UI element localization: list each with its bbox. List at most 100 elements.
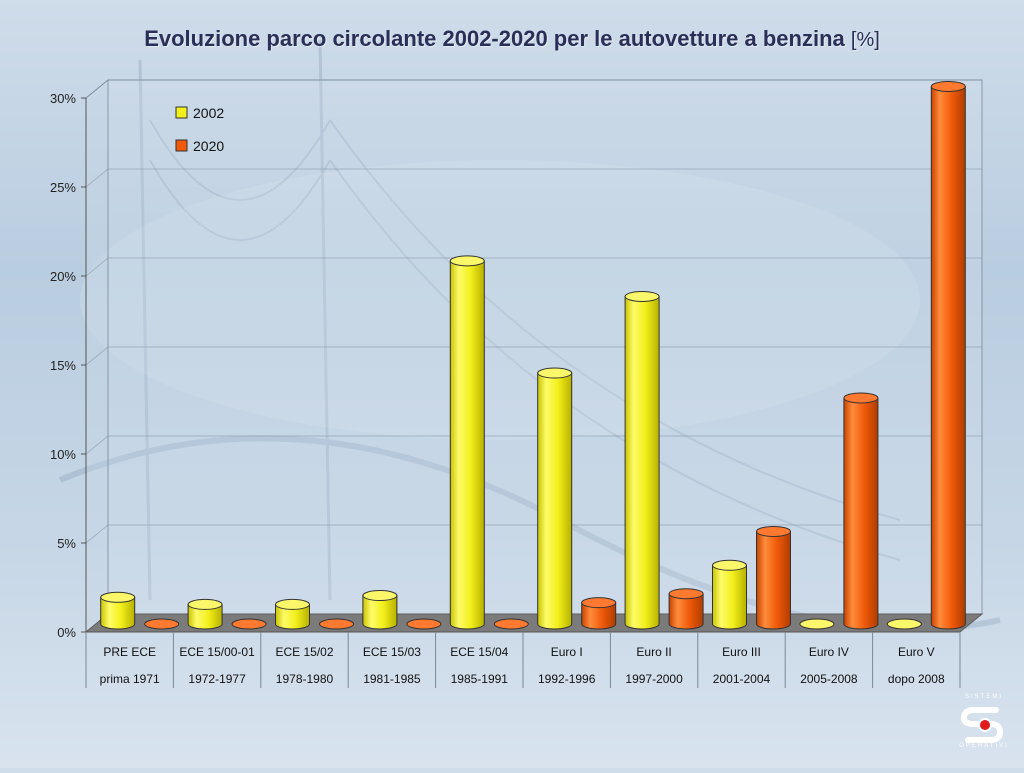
bar-top bbox=[581, 597, 617, 609]
bar-2002-5 bbox=[537, 367, 573, 630]
bar-2020-2 bbox=[319, 618, 354, 630]
x-category-label: ECE 15/04 bbox=[450, 645, 508, 659]
y-tick-label: 20% bbox=[50, 269, 76, 284]
bar-top bbox=[231, 618, 267, 630]
bar-2020-5 bbox=[581, 597, 617, 630]
bar-top bbox=[100, 591, 136, 603]
sistemi-operativi-logo: SISTEMI OPERATIVI bbox=[956, 694, 1012, 752]
bar-top bbox=[362, 590, 398, 602]
x-category-label: Euro I bbox=[551, 645, 583, 659]
grid-line-side bbox=[85, 524, 109, 544]
legend-label: 2002 bbox=[193, 105, 224, 121]
bar-body bbox=[537, 372, 573, 630]
x-category-label: PRE ECE bbox=[103, 645, 156, 659]
bar-2002-2 bbox=[275, 598, 310, 630]
bar-top bbox=[406, 618, 442, 630]
bar-2020-0 bbox=[144, 618, 180, 630]
x-category-label: ECE 15/02 bbox=[275, 645, 333, 659]
bar-body bbox=[624, 295, 660, 630]
bar-top bbox=[624, 290, 660, 302]
bar-2020-6 bbox=[668, 588, 704, 630]
bar-top bbox=[493, 618, 529, 630]
bar-body bbox=[449, 260, 485, 630]
x-category-label: Euro IV bbox=[809, 645, 849, 659]
bar-body bbox=[668, 593, 704, 630]
bar-2002-1 bbox=[187, 598, 223, 630]
bar-top bbox=[144, 618, 180, 630]
bar-top bbox=[756, 525, 791, 537]
x-period-label: 2005-2008 bbox=[800, 672, 858, 686]
bar-body bbox=[187, 603, 223, 630]
bar-top bbox=[319, 618, 354, 630]
title-unit: [%] bbox=[850, 29, 880, 51]
bar-body bbox=[275, 603, 310, 630]
grid-line-side bbox=[85, 346, 109, 366]
grid-line-side bbox=[85, 257, 109, 277]
bar-top bbox=[799, 618, 835, 630]
y-tick-label: 5% bbox=[57, 536, 76, 551]
x-period-label: 2001-2004 bbox=[713, 672, 771, 686]
bar-top bbox=[712, 559, 747, 571]
bar-top bbox=[668, 588, 704, 600]
bar-top bbox=[843, 392, 879, 404]
x-period-label: 1978-1980 bbox=[276, 672, 334, 686]
legend-swatch bbox=[175, 139, 188, 152]
y-axis: 0% 5% 10% 15% 20% 25% 30% bbox=[50, 91, 87, 640]
x-category-label: Euro V bbox=[898, 645, 935, 659]
bar-2002-4 bbox=[449, 255, 485, 630]
bar-top bbox=[930, 80, 966, 92]
chart-bars bbox=[100, 80, 966, 630]
bar-2020-8 bbox=[843, 392, 879, 630]
bar-2020-9 bbox=[930, 80, 966, 630]
bar-2002-8 bbox=[799, 618, 835, 630]
page-title: Evoluzione parco circolante 2002-2020 pe… bbox=[0, 26, 1024, 52]
logo-mark-icon bbox=[960, 707, 1004, 743]
bar-top bbox=[187, 598, 223, 610]
bar-2002-6 bbox=[624, 290, 660, 630]
legend-item-2002: 2002 bbox=[175, 105, 224, 121]
x-category-label: Euro III bbox=[722, 645, 761, 659]
bar-2002-7 bbox=[712, 559, 747, 630]
x-axis-table: PRE ECE prima 1971 ECE 15/00-01 1972-1977 EC… bbox=[85, 631, 961, 688]
bar-body bbox=[712, 564, 747, 630]
bar-body bbox=[362, 595, 398, 630]
grid-line-side bbox=[85, 435, 109, 455]
bar-top bbox=[275, 598, 310, 610]
bar-body bbox=[843, 397, 879, 630]
bar-top bbox=[886, 618, 922, 630]
x-category-label: ECE 15/03 bbox=[363, 645, 421, 659]
x-category-label: Euro II bbox=[636, 645, 671, 659]
y-tick-label: 15% bbox=[50, 358, 76, 373]
x-period-label: 1992-1996 bbox=[538, 672, 596, 686]
x-period-label: 1981-1985 bbox=[363, 672, 421, 686]
title-text: Evoluzione parco circolante 2002-2020 pe… bbox=[144, 26, 845, 51]
x-category-label: ECE 15/00-01 bbox=[179, 645, 255, 659]
x-period-label: dopo 2008 bbox=[888, 672, 945, 686]
logo-bottom-text: OPERATIVI bbox=[959, 743, 1009, 749]
legend-item-2020: 2020 bbox=[175, 138, 224, 154]
bar-2002-0 bbox=[100, 591, 136, 630]
x-period-label: 1997-2000 bbox=[625, 672, 683, 686]
bar-2020-4 bbox=[493, 618, 529, 630]
bar-body bbox=[930, 85, 966, 630]
bar-2002-3 bbox=[362, 590, 398, 630]
x-period-label: 1972-1977 bbox=[188, 672, 246, 686]
y-tick-label: 0% bbox=[57, 625, 76, 640]
bar-body bbox=[100, 596, 136, 630]
legend-swatch bbox=[175, 106, 188, 119]
bar-body bbox=[756, 530, 791, 630]
y-tick-label: 10% bbox=[50, 447, 76, 462]
grid-line-side bbox=[85, 79, 109, 99]
grid-line-side bbox=[85, 168, 109, 188]
bar-2020-3 bbox=[406, 618, 442, 630]
bar-2020-7 bbox=[756, 525, 791, 630]
x-period-label: 1985-1991 bbox=[451, 672, 509, 686]
y-tick-label: 30% bbox=[50, 91, 76, 106]
bar-top bbox=[449, 255, 485, 267]
x-period-label: prima 1971 bbox=[100, 672, 160, 686]
y-tick-label: 25% bbox=[50, 180, 76, 195]
bar-top bbox=[537, 367, 573, 379]
bar-2020-1 bbox=[231, 618, 267, 630]
bar-body bbox=[581, 602, 617, 630]
